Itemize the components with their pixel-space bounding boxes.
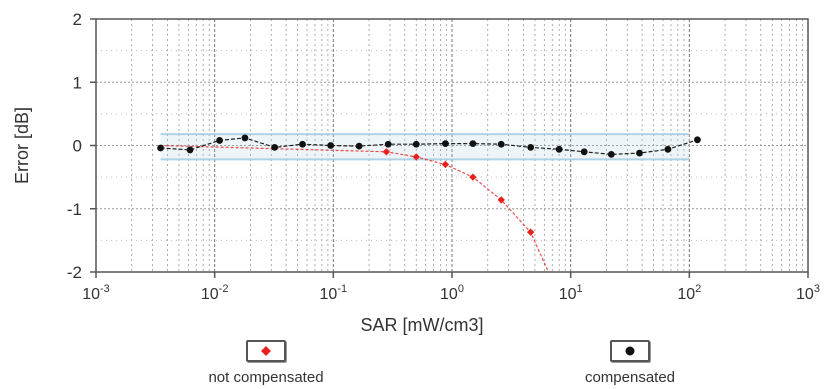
data-point-compensated xyxy=(412,140,420,148)
data-point-compensated xyxy=(442,140,449,148)
data-point-compensated xyxy=(157,144,164,152)
x-tick-label: 102 xyxy=(677,283,701,303)
data-point-compensated xyxy=(555,145,563,153)
red-diamond-marker-icon xyxy=(261,346,271,356)
legend-item-compensated: compensated xyxy=(530,340,730,386)
data-point-compensated xyxy=(694,136,701,144)
x-tick-label: 10-2 xyxy=(201,283,229,303)
x-axis-label: SAR [mW/cm3] xyxy=(360,315,483,335)
x-tick-label: 10-1 xyxy=(320,283,348,303)
black-circle-marker-icon xyxy=(625,346,635,356)
series-line-compensated xyxy=(160,137,698,156)
data-point-not-compensated xyxy=(526,228,535,236)
data-point-compensated xyxy=(355,142,363,150)
series-line-not-compensated xyxy=(160,144,550,273)
uncertainty-band-fill xyxy=(160,134,690,160)
y-tick-label: -1 xyxy=(67,200,82,219)
data-point-compensated xyxy=(216,137,223,144)
data-point-compensated xyxy=(469,140,477,148)
data-point-compensated xyxy=(664,145,672,153)
series-layer xyxy=(157,134,701,273)
y-tick-label: 2 xyxy=(73,10,82,29)
y-tick-label: 0 xyxy=(73,137,82,156)
data-point-compensated xyxy=(299,140,306,148)
y-tick-label: -2 xyxy=(67,263,82,282)
data-point-compensated xyxy=(186,146,194,154)
data-point-compensated xyxy=(607,150,615,158)
x-tick-label: 101 xyxy=(559,283,583,303)
x-tick-label: 103 xyxy=(796,283,820,303)
x-tick-label: 100 xyxy=(440,283,464,303)
legend-label-compensated: compensated xyxy=(584,369,676,386)
data-point-not-compensated xyxy=(441,160,450,169)
data-point-compensated xyxy=(271,143,279,151)
data-point-compensated xyxy=(241,134,249,142)
data-point-compensated xyxy=(497,140,505,148)
y-tick-label: 1 xyxy=(73,73,82,92)
legend-swatch-compensated xyxy=(610,340,650,362)
data-point-compensated xyxy=(327,142,335,149)
legend-label-not-compensated: not compensated xyxy=(208,369,324,386)
legend-swatch-not-compensated xyxy=(246,340,286,362)
data-point-compensated xyxy=(580,148,588,156)
legend-item-not-compensated: not compensated xyxy=(166,340,366,386)
y-axis-label: Error [dB] xyxy=(12,107,32,184)
x-tick-label: 10-3 xyxy=(82,283,110,303)
data-point-compensated xyxy=(527,143,535,151)
data-point-compensated xyxy=(636,149,643,157)
data-point-not-compensated xyxy=(497,196,505,204)
data-point-compensated xyxy=(384,140,392,148)
